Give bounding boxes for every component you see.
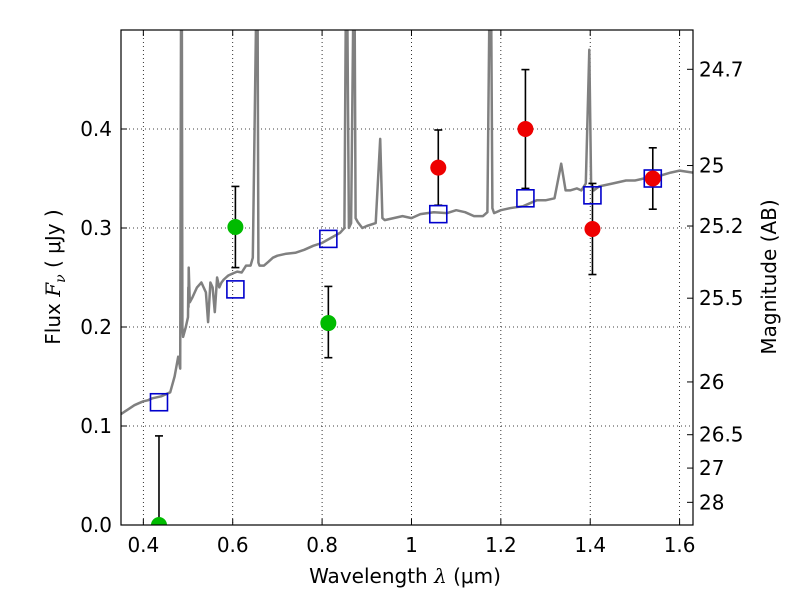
model-photometry-box — [319, 229, 338, 249]
x-axis-title: Wavelength λ (μm) — [309, 564, 501, 588]
y-tick-label: 0.3 — [80, 216, 112, 240]
spectrum-line — [121, 30, 693, 416]
y2-axis-title: Magnitude (AB) — [757, 199, 781, 354]
x-tick-label: 1.6 — [664, 533, 696, 557]
x-tick-label: 1.2 — [485, 533, 517, 557]
model-photometry-box — [643, 169, 663, 188]
x-tick-label: 0.8 — [306, 533, 338, 557]
x-tick-label: 1 — [405, 533, 418, 557]
green-data-point — [320, 315, 337, 332]
model-photometry-box — [149, 392, 169, 412]
y2-tick-label: 25.5 — [699, 286, 744, 310]
y2-tick-label: 26.5 — [699, 423, 744, 447]
plot-area — [121, 30, 693, 525]
x-tick-label: 0.6 — [217, 533, 249, 557]
y-tick-label: 0.1 — [80, 414, 112, 438]
model-photometry-box — [583, 186, 602, 205]
green-data-point — [227, 219, 244, 236]
model-photometry-box — [516, 189, 535, 208]
x-tick-label: 1.4 — [574, 533, 606, 557]
model-photometry-box — [428, 204, 448, 224]
y-axis-title: Flux Fν ( μJy ) — [41, 209, 69, 344]
red-data-point — [517, 121, 534, 137]
plot-frame — [120, 29, 694, 526]
y2-tick-label: 28 — [699, 490, 724, 514]
y2-tick-label: 27 — [699, 456, 724, 480]
plot-background — [121, 30, 693, 525]
axis-ticks — [121, 30, 693, 526]
green-data-point — [150, 517, 167, 525]
y2-tick-label: 25 — [699, 154, 724, 178]
y2-tick-label: 26 — [699, 370, 724, 394]
y2-tick-label: 24.7 — [699, 57, 744, 81]
y2-tick-label: 25.2 — [699, 214, 744, 238]
y-tick-label: 0.4 — [80, 117, 112, 141]
y-tick-label: 0.2 — [80, 315, 112, 339]
red-data-point — [584, 220, 601, 237]
red-data-point — [430, 159, 447, 176]
y-tick-label: 0.0 — [80, 513, 112, 537]
x-tick-label: 0.4 — [127, 533, 159, 557]
model-photometry-box — [226, 280, 245, 299]
red-data-point — [644, 170, 661, 187]
